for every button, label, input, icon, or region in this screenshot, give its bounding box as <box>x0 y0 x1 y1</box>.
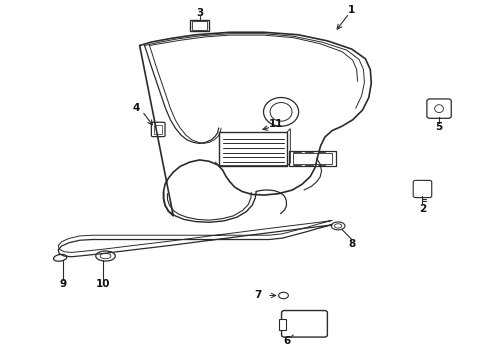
FancyBboxPatch shape <box>426 99 450 118</box>
Bar <box>278 319 285 329</box>
Text: 4: 4 <box>132 103 140 113</box>
Text: 11: 11 <box>268 120 283 129</box>
Text: 8: 8 <box>347 239 355 249</box>
Text: 1: 1 <box>347 5 355 15</box>
Text: 6: 6 <box>283 336 290 346</box>
Bar <box>219 132 287 166</box>
Text: 10: 10 <box>96 279 110 289</box>
Text: 5: 5 <box>434 122 442 132</box>
Bar <box>154 125 161 134</box>
Text: 2: 2 <box>418 204 425 215</box>
Text: 7: 7 <box>254 291 261 301</box>
Bar <box>293 153 331 163</box>
Ellipse shape <box>96 251 115 261</box>
FancyBboxPatch shape <box>281 311 327 337</box>
Ellipse shape <box>330 222 344 230</box>
FancyBboxPatch shape <box>412 180 431 198</box>
Text: 3: 3 <box>196 8 203 18</box>
Ellipse shape <box>278 292 288 299</box>
FancyBboxPatch shape <box>151 122 164 136</box>
Bar <box>189 20 209 31</box>
Ellipse shape <box>53 255 67 261</box>
Text: 9: 9 <box>60 279 66 289</box>
Bar <box>289 150 335 166</box>
Bar <box>192 21 206 30</box>
